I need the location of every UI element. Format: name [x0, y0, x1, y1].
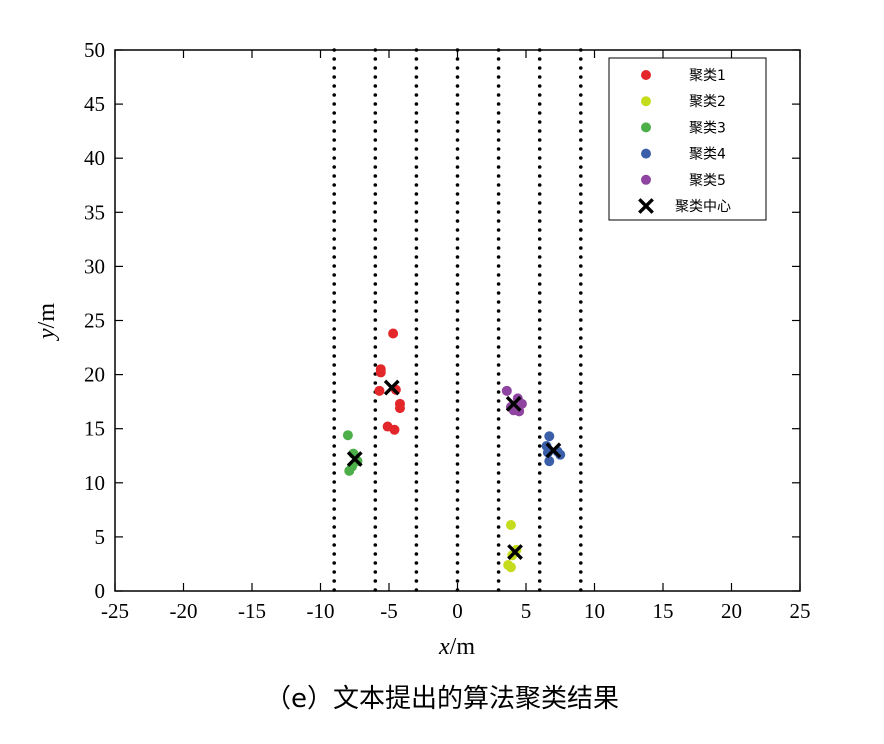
legend-label: 聚类4 — [689, 147, 726, 163]
center-cross-stroke — [507, 544, 523, 560]
data-points — [342, 328, 566, 573]
scatter-chart: -25 -20 -15 -10 -5 0 5 10 15 20 25 0 5 10 15 20 25 30 35 40… — [34, 38, 811, 660]
data-point — [375, 367, 386, 378]
x-tick-label: -5 — [380, 599, 398, 623]
y-tick-label: 25 — [84, 309, 105, 333]
legend-marker — [641, 70, 651, 80]
cluster-center-marker — [346, 451, 363, 467]
y-tick-label: 50 — [84, 38, 105, 62]
data-point — [344, 465, 355, 476]
series-6 — [346, 379, 562, 560]
axis-ticks — [114, 49, 801, 592]
x-tick-label: -10 — [307, 599, 335, 623]
y-tick-label: 10 — [84, 471, 105, 495]
legend-marker — [641, 148, 651, 159]
legend: 聚类1 聚类2 聚类3 聚类4 聚类5 聚类中心 — [608, 57, 767, 221]
center-cross-stroke — [383, 379, 400, 396]
center-cross-stroke — [545, 442, 562, 459]
data-point — [388, 328, 399, 339]
x-tick-label: 15 — [653, 599, 674, 623]
legend-marker — [641, 174, 651, 185]
data-point — [394, 403, 405, 414]
y-tick-label: 45 — [84, 92, 105, 116]
x-tick-label: 10 — [584, 599, 605, 623]
legend-label: 聚类中心 — [675, 199, 731, 215]
y-tick-label: 15 — [84, 417, 105, 441]
x-tick-label: -25 — [101, 599, 129, 623]
y-tick-label: 20 — [84, 363, 105, 387]
axis-tick-labels: -25 -20 -15 -10 -5 0 5 10 15 20 25 0 5 10 15 20 25 30 35 40… — [84, 38, 811, 623]
data-point — [374, 385, 385, 396]
cluster-center-marker — [383, 379, 400, 396]
figure-caption: （e）文本提出的算法聚类结果 — [265, 684, 619, 714]
legend-box — [608, 57, 767, 221]
series-1 — [374, 328, 405, 435]
y-tick-label: 30 — [84, 254, 105, 278]
data-point — [544, 456, 555, 467]
legend-marker — [641, 122, 651, 133]
y-tick-label: 35 — [84, 200, 105, 224]
y-tick-label: 40 — [84, 146, 105, 170]
data-point — [505, 519, 516, 530]
data-point — [501, 385, 512, 396]
y-axis-label: y/m — [34, 303, 60, 341]
data-point — [342, 430, 353, 441]
vertical-dotted-lines — [332, 48, 583, 593]
legend-label: 聚类2 — [689, 94, 726, 110]
data-point — [389, 424, 400, 435]
data-point — [544, 431, 555, 442]
legend-marker — [641, 96, 651, 107]
y-tick-label: 5 — [95, 525, 106, 549]
y-tick-label: 0 — [95, 579, 106, 603]
center-cross-stroke — [638, 198, 654, 214]
legend-label: 聚类1 — [689, 68, 726, 84]
x-tick-label: -20 — [170, 599, 198, 623]
x-tick-label: -15 — [238, 599, 266, 623]
center-cross-stroke — [346, 451, 363, 467]
x-tick-label: 5 — [521, 599, 532, 623]
x-tick-label: 0 — [452, 599, 463, 623]
x-tick-label: 25 — [790, 599, 811, 623]
cluster-center-marker — [505, 395, 522, 412]
x-tick-label: 20 — [721, 599, 742, 623]
x-axis-label: x/m — [438, 634, 475, 660]
legend-label: 聚类5 — [689, 173, 726, 189]
cluster-center-marker — [545, 442, 562, 459]
legend-marker-center — [638, 198, 654, 214]
center-cross-stroke — [505, 395, 522, 412]
data-point — [505, 562, 516, 573]
data-point — [555, 449, 566, 460]
legend-label: 聚类3 — [689, 120, 726, 136]
cluster-center-marker — [507, 544, 523, 560]
